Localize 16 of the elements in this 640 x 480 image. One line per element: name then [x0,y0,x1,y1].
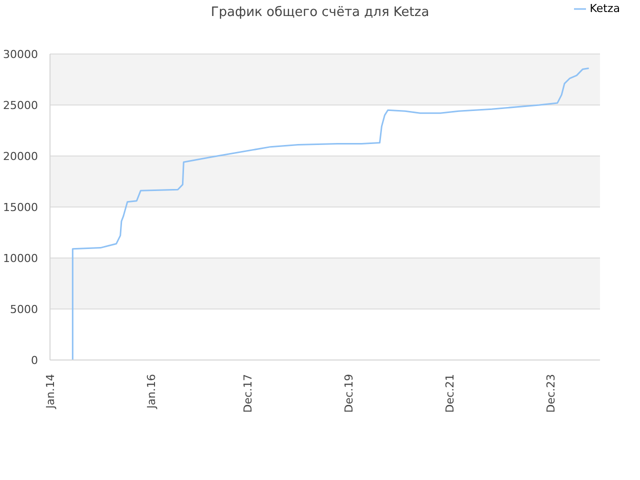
x-tick-label: Dec.17 [242,374,255,413]
x-tick-label: Jan.16 [144,374,158,410]
y-tick-label: 10000 [3,252,38,265]
x-tick-label: Dec.23 [544,374,558,413]
y-tick-label: 0 [31,354,38,367]
x-tick-label: Dec.21 [444,374,457,413]
x-tick-label: Jan.14 [44,374,57,410]
chart-title: График общего счёта для Ketza [210,5,430,20]
legend-label: Ketza [590,2,620,15]
line-series [72,68,590,360]
y-tick-label: 25000 [3,99,38,112]
y-tick-label: 5000 [10,303,38,316]
y-tick-label: 15000 [3,201,38,214]
y-tick-label: 30000 [3,48,38,61]
y-tick-label: 20000 [3,150,38,163]
x-tick-label: Dec.19 [342,374,356,413]
